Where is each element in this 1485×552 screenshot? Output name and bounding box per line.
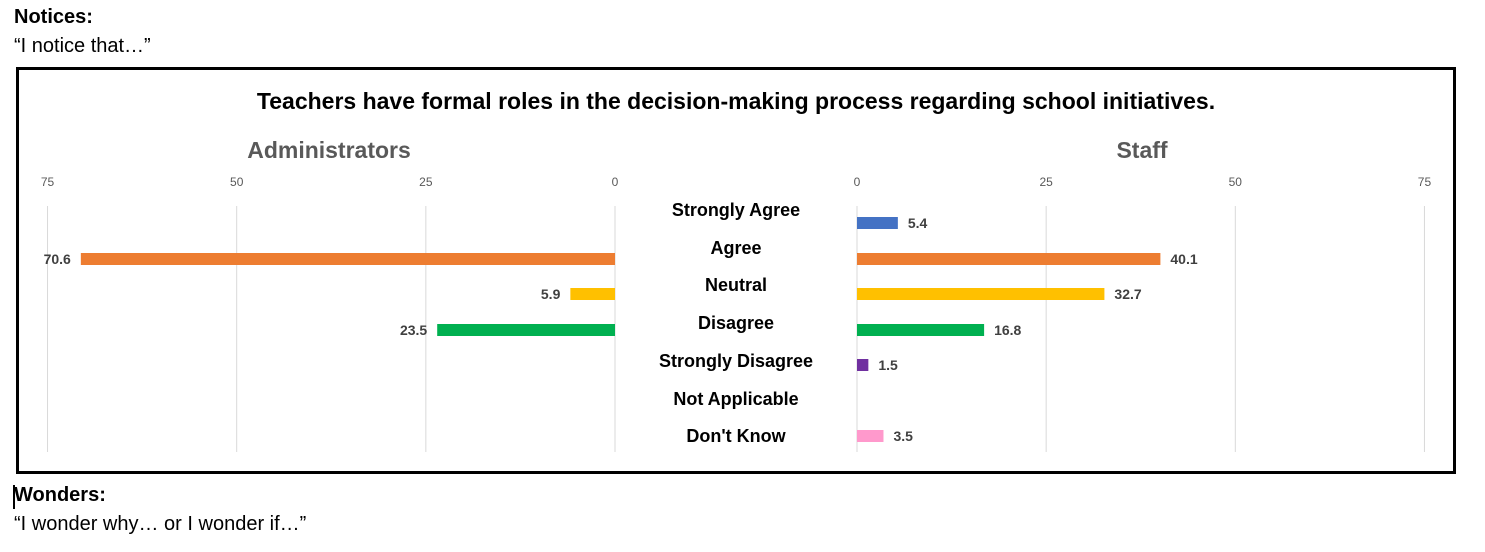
bar-admin-disagree	[437, 324, 615, 336]
bar-staff-strongly-disagree	[857, 359, 869, 371]
tick-label-left: 50	[230, 175, 244, 189]
data-label-staff-strongly-agree: 5.4	[908, 215, 928, 231]
tick-label-left: 25	[419, 175, 433, 189]
text-cursor	[13, 485, 15, 509]
tick-label-right: 0	[854, 175, 861, 189]
data-label-staff-agree: 40.1	[1170, 251, 1197, 267]
tick-label-left: 75	[41, 175, 55, 189]
wonders-prompt[interactable]: “I wonder why… or I wonder if…”	[14, 513, 307, 535]
notices-heading: Notices:	[14, 6, 93, 28]
tick-label-right: 25	[1039, 175, 1053, 189]
data-label-staff-disagree: 16.8	[994, 322, 1021, 338]
chart-title: Teachers have formal roles in the decisi…	[257, 88, 1215, 114]
wonders-heading: Wonders:	[14, 484, 106, 506]
data-label-staff-strongly-disagree: 1.5	[878, 357, 898, 373]
category-label: Strongly Agree	[672, 200, 800, 220]
data-label-staff-neutral: 32.7	[1114, 286, 1141, 302]
category-label: Disagree	[698, 313, 774, 333]
data-label-admin-disagree: 23.5	[400, 322, 427, 338]
bar-admin-agree	[80, 253, 616, 265]
data-label-staff-don-t-know: 3.5	[893, 428, 913, 444]
category-label: Don't Know	[686, 426, 786, 446]
bar-staff-agree	[857, 253, 1161, 265]
bar-staff-don-t-know	[857, 430, 884, 442]
bar-staff-strongly-agree	[857, 217, 898, 229]
tick-label-left: 0	[612, 175, 619, 189]
notices-prompt[interactable]: “I notice that…”	[14, 35, 151, 57]
bar-admin-neutral	[570, 288, 615, 300]
data-label-admin-neutral: 5.9	[541, 286, 561, 302]
bar-staff-neutral	[857, 288, 1105, 300]
bar-staff-disagree	[857, 324, 985, 336]
tick-label-right: 50	[1229, 175, 1243, 189]
butterfly-bar-chart: Teachers have formal roles in the decisi…	[41, 88, 1432, 452]
tick-label-right: 75	[1418, 175, 1432, 189]
series-title-administrators: Administrators	[247, 137, 411, 163]
chart-frame: Teachers have formal roles in the decisi…	[16, 67, 1456, 474]
category-label: Neutral	[705, 275, 767, 295]
category-label: Not Applicable	[673, 389, 798, 409]
category-label: Strongly Disagree	[659, 351, 813, 371]
category-label: Agree	[710, 238, 761, 258]
series-title-staff: Staff	[1116, 137, 1167, 163]
data-label-admin-agree: 70.6	[44, 251, 71, 267]
